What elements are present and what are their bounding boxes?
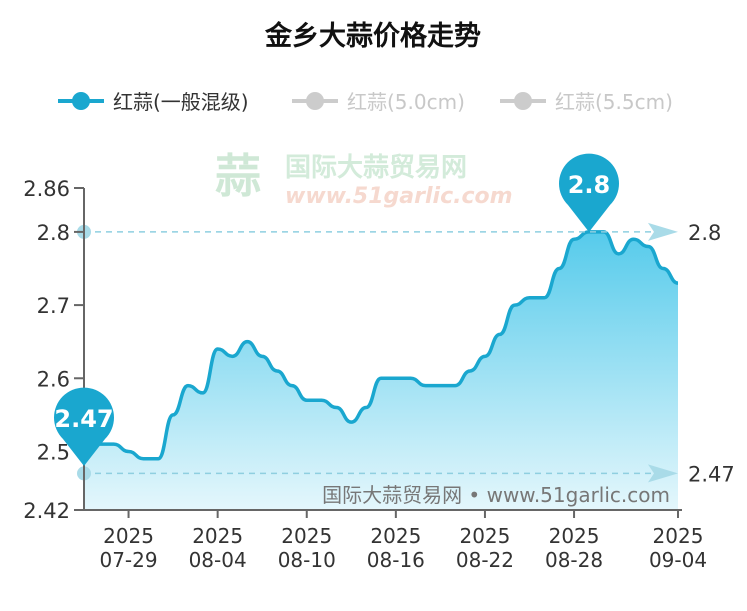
data-point — [275, 369, 279, 373]
legend-marker — [72, 92, 90, 110]
x-tick-year: 2025 — [549, 524, 600, 548]
min-pin-icon — [54, 387, 114, 466]
legend-marker — [514, 92, 532, 110]
legend-label: 红蒜(一般混级) — [113, 90, 249, 114]
data-point — [453, 384, 457, 388]
data-point — [572, 237, 576, 241]
data-point — [513, 303, 517, 307]
data-point — [349, 420, 353, 424]
data-point — [557, 267, 561, 271]
y-tick-label: 2.86 — [23, 177, 70, 201]
data-point — [424, 384, 428, 388]
data-point — [290, 384, 294, 388]
chart-title: 金乡大蒜价格走势 — [264, 20, 481, 52]
data-point — [498, 332, 502, 336]
x-tick-year: 2025 — [653, 524, 704, 548]
max-pin-icon — [559, 153, 620, 232]
y-tick-label: 2.6 — [37, 367, 70, 391]
max-pin-label: 2.8 — [568, 171, 611, 199]
min-pin-label: 2.47 — [54, 405, 113, 433]
watermark-text: 国际大蒜贸易网 — [285, 153, 467, 183]
data-point — [231, 354, 235, 358]
watermark-url: www.51garlic.com — [285, 184, 513, 209]
data-point — [394, 376, 398, 380]
y-tick-label: 2.42 — [23, 499, 70, 523]
data-point — [646, 245, 650, 249]
data-point — [631, 237, 635, 241]
data-point — [364, 406, 368, 410]
x-tick-date: 09-04 — [649, 548, 707, 572]
x-tick-date: 08-04 — [189, 548, 247, 572]
data-point — [320, 398, 324, 402]
data-point — [112, 442, 116, 446]
legend-marker — [306, 92, 324, 110]
y-tick-label: 2.8 — [37, 221, 70, 245]
data-point — [661, 267, 665, 271]
data-point — [468, 369, 472, 373]
legend-label: 红蒜(5.0cm) — [347, 90, 465, 114]
max-arrow-icon — [648, 222, 678, 241]
watermark-logo-icon: 蒜 — [215, 149, 261, 203]
x-tick-year: 2025 — [459, 524, 510, 548]
data-point — [201, 391, 205, 395]
data-point — [216, 347, 220, 351]
data-point — [617, 252, 621, 256]
data-point — [171, 413, 175, 417]
data-point — [305, 398, 309, 402]
x-tick-date: 08-28 — [545, 548, 603, 572]
series-line — [83, 230, 679, 461]
y-tick-label: 2.7 — [37, 294, 70, 318]
data-point — [156, 457, 160, 461]
min-label: 2.47 — [688, 462, 735, 486]
data-point — [186, 384, 190, 388]
max-label: 2.8 — [688, 221, 721, 245]
x-tick-year: 2025 — [281, 524, 332, 548]
x-tick-year: 2025 — [103, 524, 154, 548]
data-point — [676, 281, 680, 285]
min-arrow-icon — [648, 464, 678, 483]
legend-label: 红蒜(5.5cm) — [555, 90, 673, 114]
data-point — [438, 384, 442, 388]
data-point — [334, 406, 338, 410]
x-tick-date: 08-16 — [367, 548, 425, 572]
data-point — [141, 457, 145, 461]
x-tick-year: 2025 — [192, 524, 243, 548]
x-tick-date: 07-29 — [99, 548, 157, 572]
footer-source: 国际大蒜贸易网 • www.51garlic.com — [322, 483, 670, 507]
data-point — [483, 354, 487, 358]
x-tick-year: 2025 — [370, 524, 421, 548]
data-point — [127, 449, 131, 453]
y-tick-label: 2.5 — [37, 440, 70, 464]
data-point — [245, 340, 249, 344]
x-tick-date: 08-22 — [456, 548, 514, 572]
data-point — [260, 354, 264, 358]
x-tick-date: 08-10 — [278, 548, 336, 572]
data-point — [542, 296, 546, 300]
data-point — [528, 296, 532, 300]
data-point — [409, 376, 413, 380]
series-area — [84, 231, 678, 510]
data-point — [379, 376, 383, 380]
